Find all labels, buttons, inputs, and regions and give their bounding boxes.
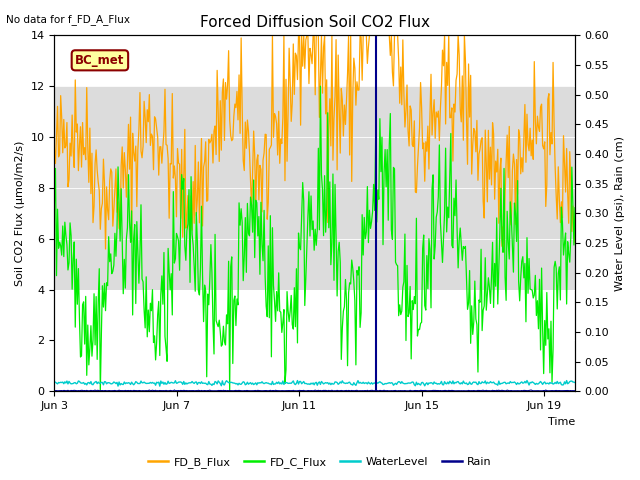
Text: No data for f_FD_A_Flux: No data for f_FD_A_Flux <box>6 14 131 25</box>
Title: Forced Diffusion Soil CO2 Flux: Forced Diffusion Soil CO2 Flux <box>200 15 429 30</box>
X-axis label: Time: Time <box>548 417 575 427</box>
Y-axis label: Water Level (psi), Rain (cm): Water Level (psi), Rain (cm) <box>615 136 625 291</box>
Legend: FD_B_Flux, FD_C_Flux, WaterLevel, Rain: FD_B_Flux, FD_C_Flux, WaterLevel, Rain <box>144 452 496 472</box>
Bar <box>54 86 575 289</box>
Y-axis label: Soil CO2 Flux (μmol/m2/s): Soil CO2 Flux (μmol/m2/s) <box>15 141 25 286</box>
Text: BC_met: BC_met <box>76 54 125 67</box>
